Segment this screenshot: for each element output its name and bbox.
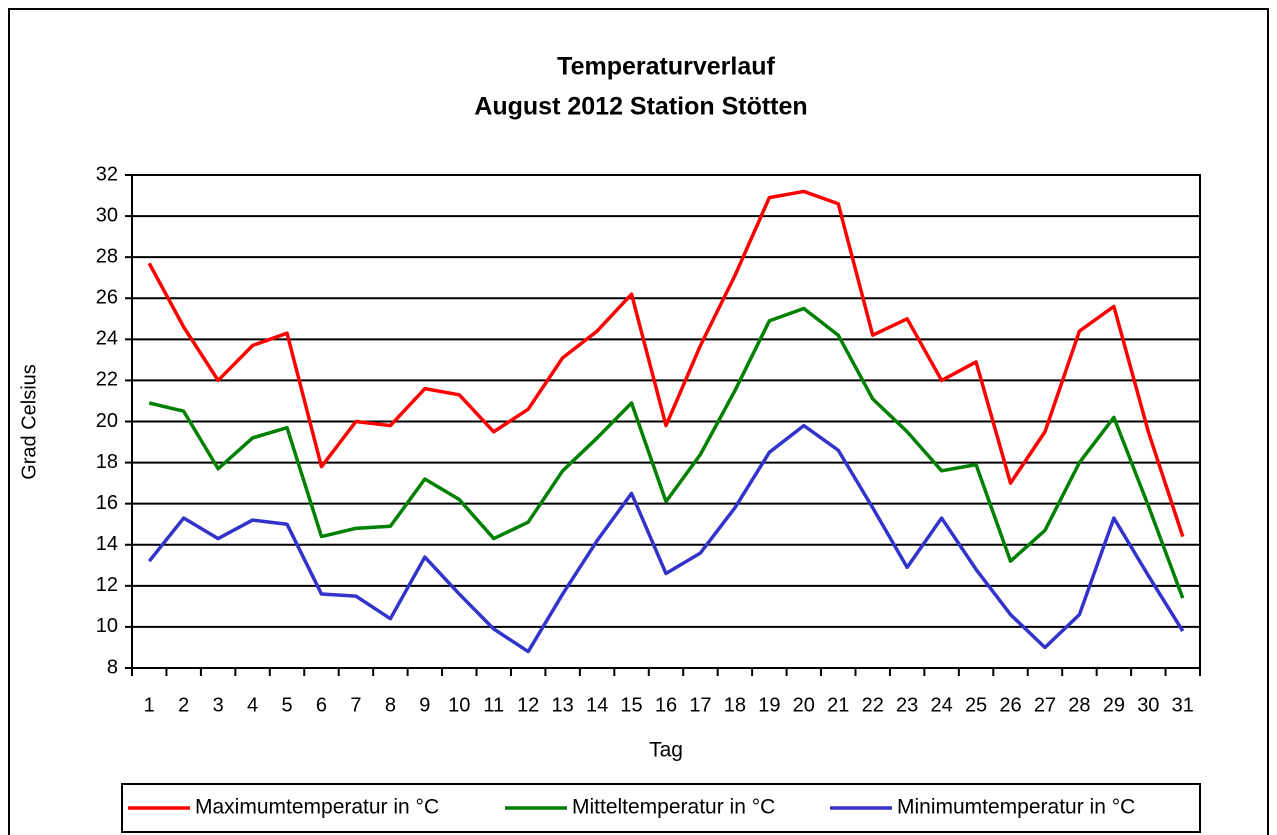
x-tick-label: 30 (1137, 694, 1159, 716)
y-tick-label: 24 (96, 328, 118, 350)
x-tick-label: 25 (965, 694, 987, 716)
x-tick-label: 19 (758, 694, 780, 716)
x-tick-label: 2 (178, 694, 189, 716)
x-tick-label: 12 (517, 694, 539, 716)
series-line (147, 189, 1185, 538)
x-tick-label: 1 (144, 694, 155, 716)
y-tick-label: 26 (96, 287, 118, 309)
x-tick-label: 20 (793, 694, 815, 716)
x-tick-label: 7 (350, 694, 361, 716)
x-tick-label: 4 (247, 694, 258, 716)
x-tick-label: 15 (620, 694, 642, 716)
chart-title: Temperaturverlauf (557, 53, 775, 81)
legend-box (121, 783, 1201, 833)
y-tick-label: 8 (107, 656, 118, 678)
x-tick-label: 29 (1103, 694, 1125, 716)
x-tick-label: 14 (586, 694, 608, 716)
legend-label: Mitteltemperatur in °C (572, 796, 775, 819)
y-tick-label: 18 (96, 451, 118, 473)
x-tick-label: 21 (827, 694, 849, 716)
x-tick-label: 6 (316, 694, 327, 716)
x-tick-label: 3 (213, 694, 224, 716)
x-tick-label: 5 (281, 694, 292, 716)
x-tick-label: 31 (1172, 694, 1194, 716)
y-tick-label: 28 (96, 245, 118, 267)
x-tick-label: 9 (419, 694, 430, 716)
x-tick-label: 17 (689, 694, 711, 716)
y-tick-label: 12 (96, 574, 118, 596)
y-tick-label: 16 (96, 492, 118, 514)
y-tick-label: 22 (96, 369, 118, 391)
legend-label: Maximumtemperatur in °C (195, 796, 439, 819)
y-tick-label: 32 (96, 163, 118, 185)
y-tick-label: 30 (96, 204, 118, 226)
x-tick-label: 16 (655, 694, 677, 716)
x-tick-label: 27 (1034, 694, 1056, 716)
x-tick-label: 8 (385, 694, 396, 716)
x-tick-label: 23 (896, 694, 918, 716)
y-tick-label: 20 (96, 410, 118, 432)
y-tick-label: 14 (96, 533, 118, 555)
x-tick-label: 10 (448, 694, 470, 716)
plot-border (131, 174, 1201, 669)
x-axis-label: Tag (649, 739, 683, 762)
x-tick-label: 18 (724, 694, 746, 716)
chart-subtitle: August 2012 Station Stötten (474, 93, 807, 121)
series-line (147, 423, 1185, 654)
legend-label: Minimumtemperatur in °C (897, 796, 1135, 819)
x-tick-label: 26 (999, 694, 1021, 716)
y-axis-label: Grad Celsius (18, 364, 40, 480)
x-tick-label: 24 (930, 694, 952, 716)
x-tick-label: 28 (1068, 694, 1090, 716)
series-line (148, 306, 1185, 599)
x-tick-label: 22 (862, 694, 884, 716)
y-tick-label: 10 (96, 615, 118, 637)
x-tick-label: 11 (483, 694, 504, 716)
x-tick-label: 13 (552, 694, 574, 716)
